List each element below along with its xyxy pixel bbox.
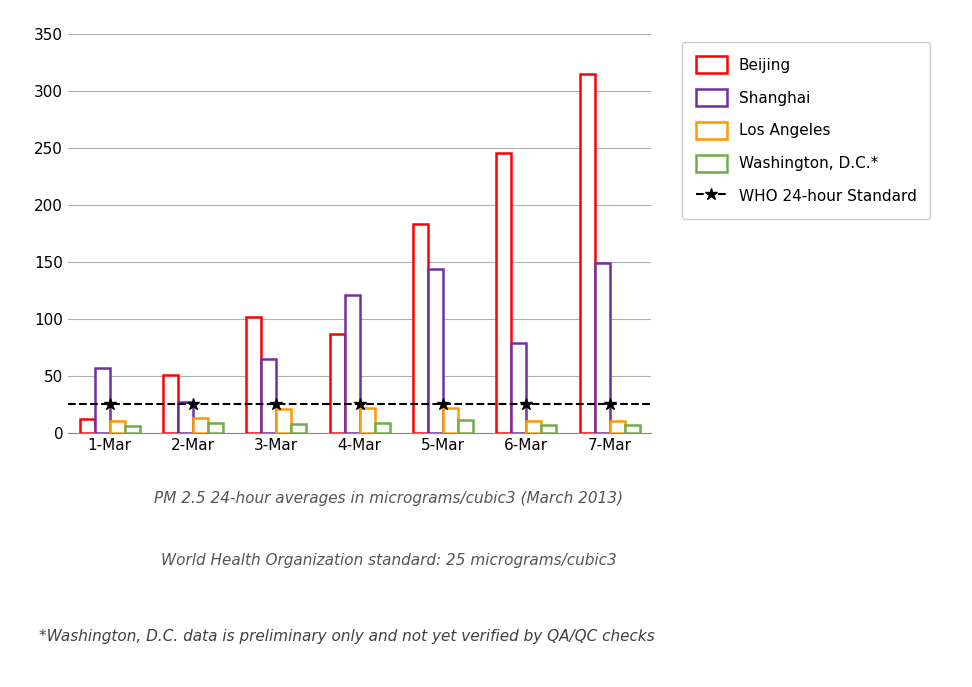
Bar: [124, 426, 140, 433]
Bar: [163, 374, 178, 433]
Bar: [458, 420, 473, 433]
Bar: [208, 423, 223, 433]
Bar: [80, 419, 94, 433]
Bar: [292, 424, 306, 433]
Bar: [261, 359, 276, 433]
Bar: [330, 334, 345, 433]
Bar: [246, 317, 261, 433]
Bar: [193, 418, 208, 433]
Bar: [579, 74, 595, 433]
Bar: [110, 421, 124, 433]
Bar: [94, 368, 110, 433]
Bar: [497, 153, 511, 433]
Text: *Washington, D.C. data is preliminary only and not yet verified by QA/QC checks: *Washington, D.C. data is preliminary on…: [39, 629, 654, 644]
Legend: Beijing, Shanghai, Los Angeles, Washington, D.C.*, WHO 24-hour Standard: Beijing, Shanghai, Los Angeles, Washingt…: [682, 42, 930, 219]
Bar: [609, 421, 625, 433]
Text: World Health Organization standard: 25 micrograms/cubic3: World Health Organization standard: 25 m…: [161, 553, 616, 568]
Bar: [595, 263, 609, 433]
Bar: [443, 408, 458, 433]
Bar: [413, 225, 428, 433]
Bar: [541, 425, 556, 433]
Bar: [276, 409, 292, 433]
Bar: [360, 408, 374, 433]
Bar: [374, 423, 390, 433]
Bar: [526, 421, 541, 433]
Bar: [511, 343, 526, 433]
Bar: [345, 295, 360, 433]
Bar: [428, 269, 443, 433]
Bar: [625, 425, 640, 433]
Bar: [178, 402, 193, 433]
Text: PM 2.5 24-hour averages in micrograms/cubic3 (March 2013): PM 2.5 24-hour averages in micrograms/cu…: [155, 491, 623, 506]
